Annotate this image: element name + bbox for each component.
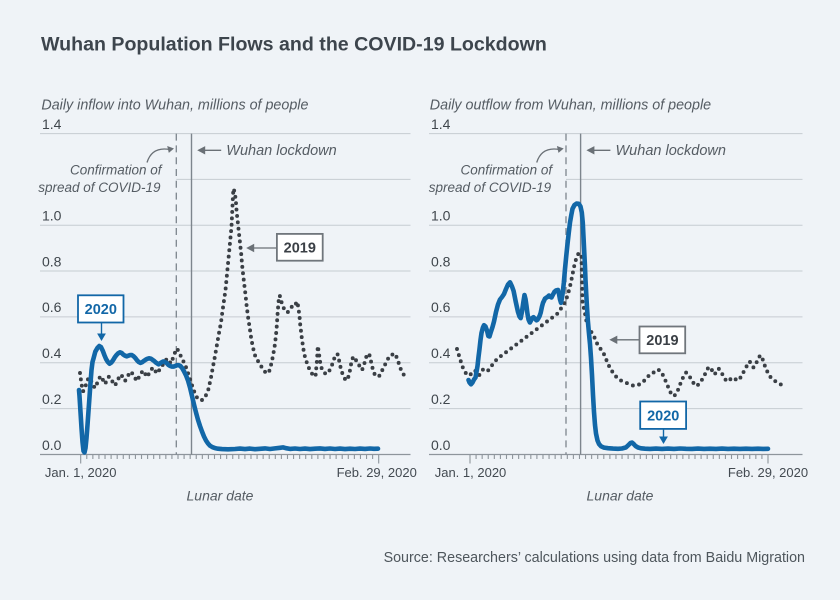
svg-text:Lunar date: Lunar date bbox=[187, 488, 254, 504]
svg-text:Confirmation of: Confirmation of bbox=[70, 162, 163, 177]
svg-text:0.0: 0.0 bbox=[431, 437, 451, 453]
svg-text:1.0: 1.0 bbox=[431, 208, 451, 224]
svg-text:Jan. 1, 2020: Jan. 1, 2020 bbox=[435, 465, 507, 480]
svg-text:0.6: 0.6 bbox=[42, 299, 62, 315]
svg-text:2019: 2019 bbox=[646, 333, 678, 349]
svg-text:0.2: 0.2 bbox=[42, 391, 62, 407]
svg-text:0.0: 0.0 bbox=[42, 437, 62, 453]
svg-text:Jan. 1, 2020: Jan. 1, 2020 bbox=[45, 465, 117, 480]
svg-text:Feb. 29, 2020: Feb. 29, 2020 bbox=[728, 465, 808, 480]
svg-text:Wuhan Population Flows and the: Wuhan Population Flows and the COVID-19 … bbox=[41, 34, 547, 56]
svg-text:1.4: 1.4 bbox=[431, 116, 451, 132]
svg-text:1.0: 1.0 bbox=[42, 208, 62, 224]
svg-text:Source: Researchers’ calculati: Source: Researchers’ calculations using … bbox=[384, 550, 805, 566]
svg-text:Daily inflow into Wuhan, milli: Daily inflow into Wuhan, millions of peo… bbox=[41, 98, 308, 114]
svg-text:0.2: 0.2 bbox=[431, 391, 451, 407]
svg-text:0.8: 0.8 bbox=[42, 253, 62, 269]
svg-text:spread of COVID-19: spread of COVID-19 bbox=[429, 180, 552, 195]
svg-text:2019: 2019 bbox=[284, 241, 316, 257]
svg-text:0.6: 0.6 bbox=[431, 299, 451, 315]
svg-text:0.4: 0.4 bbox=[42, 345, 62, 361]
svg-text:0.4: 0.4 bbox=[431, 345, 451, 361]
svg-text:2020: 2020 bbox=[85, 302, 117, 318]
svg-text:1.4: 1.4 bbox=[42, 116, 62, 132]
svg-text:2020: 2020 bbox=[647, 408, 679, 424]
svg-text:spread of COVID-19: spread of COVID-19 bbox=[38, 180, 161, 195]
svg-text:Feb. 29, 2020: Feb. 29, 2020 bbox=[337, 465, 417, 480]
svg-text:0.8: 0.8 bbox=[431, 253, 451, 269]
svg-text:Daily outflow from Wuhan, mill: Daily outflow from Wuhan, millions of pe… bbox=[430, 98, 711, 114]
svg-text:Confirmation of: Confirmation of bbox=[461, 162, 554, 177]
svg-text:Wuhan lockdown: Wuhan lockdown bbox=[616, 143, 726, 159]
svg-text:Wuhan lockdown: Wuhan lockdown bbox=[226, 143, 336, 159]
svg-text:Lunar date: Lunar date bbox=[587, 488, 654, 504]
